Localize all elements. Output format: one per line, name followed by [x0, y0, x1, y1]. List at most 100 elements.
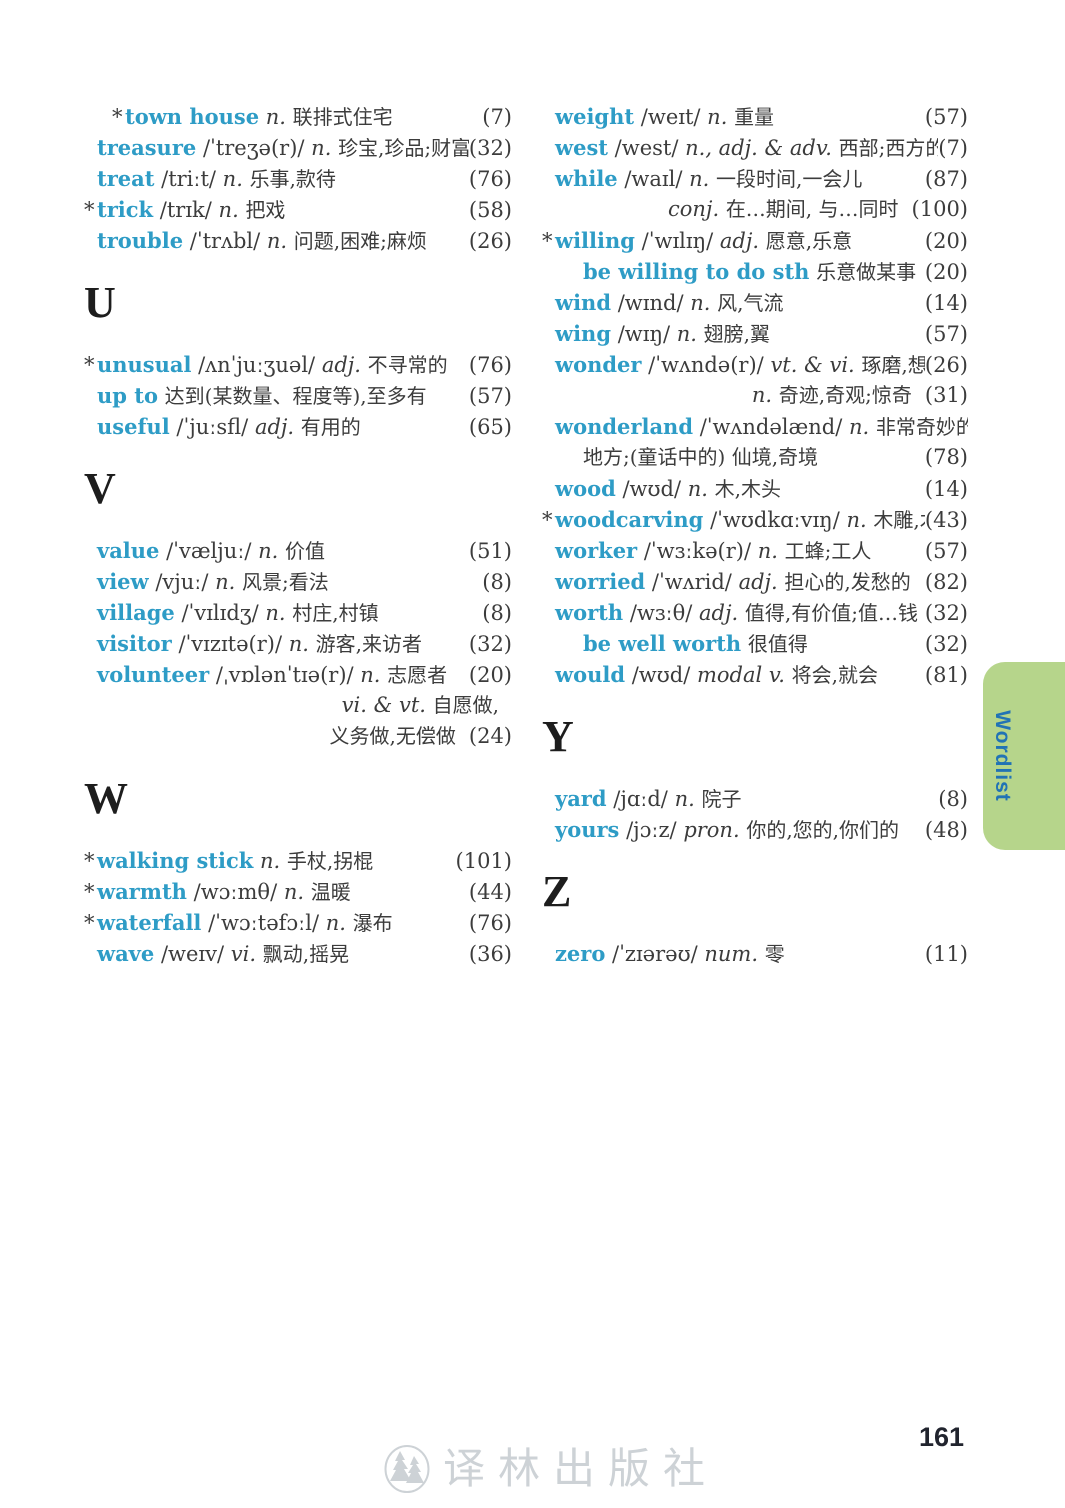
entry-text: * walking stick n. 手杖,拐棍	[84, 845, 456, 877]
entry-definition: 零	[764, 942, 785, 966]
entry-headword: wood	[555, 476, 616, 501]
entry-page-number: (32)	[924, 632, 968, 656]
entry-pos: n.	[265, 105, 286, 129]
entry-page-number: (8)	[938, 787, 968, 811]
entry-phonetic: /ˈwɜːkə(r)/	[643, 539, 752, 563]
entry-pos: adj.	[321, 353, 361, 377]
entry-pos: adj.	[254, 415, 295, 439]
entry-definition: 工蜂;工人	[784, 539, 872, 563]
wordlist-entry: worth /wɜːθ/ adj. 值得,有价值;值…钱 (32)	[542, 597, 968, 628]
section-letter: W	[84, 773, 128, 823]
entry-headword: be well worth	[583, 631, 742, 656]
wordlist-entry: * walking stick n. 手杖,拐棍 (101)	[84, 845, 512, 876]
entry-headword: walking stick	[97, 848, 254, 873]
entry-text: trouble /ˈtrʌbl/ n. 问题,困难;麻烦	[84, 225, 469, 257]
entry-headword: village	[97, 600, 175, 625]
entry-text: while /waɪl/ n. 一段时间,一会儿	[542, 163, 925, 195]
entry-definition: 温暖	[310, 880, 351, 904]
entry-text: * warmth /wɔːmθ/ n. 温暖	[84, 876, 469, 908]
entry-text: * waterfall /ˈwɔːtəfɔːl/ n. 瀑布	[84, 907, 469, 939]
section-letter: U	[84, 277, 116, 327]
entry-pos: n.	[288, 632, 309, 656]
entry-phonetic: /trɪk/	[159, 198, 212, 222]
entry-definition: 将会,就会	[791, 663, 878, 687]
entry-headword: be willing to do sth	[583, 259, 810, 284]
entry-headword: waterfall	[97, 910, 202, 935]
entry-page-number: (7)	[482, 105, 512, 129]
entry-text: * unusual /ʌnˈjuːʒuəl/ adj. 不寻常的	[84, 349, 469, 381]
entry-page-number: (32)	[924, 601, 968, 625]
entry-headword: worth	[555, 600, 624, 625]
wordlist-entry: up to 达到(某数量、程度等),至多有 (57)	[84, 380, 512, 411]
publisher-watermark: 译林出版社	[383, 1442, 718, 1496]
entry-definition: 义务做,无偿做	[329, 724, 456, 748]
wordlist-entry: n. 奇迹,奇观;惊奇 (31)	[542, 380, 968, 411]
wordlist-entry: treat /triːt/ n. 乐事,款待 (76)	[84, 163, 512, 194]
entry-page-number: (26)	[468, 229, 512, 253]
entry-text: worth /wɜːθ/ adj. 值得,有价值;值…钱	[542, 597, 925, 629]
entry-page-number: (7)	[938, 136, 968, 160]
entry-phonetic: /vjuː/	[155, 570, 209, 594]
wordlist-entry: value /ˈvæljuː/ n. 价值 (51)	[84, 535, 512, 566]
entry-page-number: (57)	[924, 105, 968, 129]
entry-headword: up to	[97, 383, 158, 408]
entry-headword: view	[97, 569, 149, 594]
entry-page-number: (76)	[468, 353, 512, 377]
entry-page-number: (44)	[468, 880, 512, 904]
entry-pos: n.	[751, 383, 773, 407]
wordlist-entry: wonderland /ˈwʌndəlænd/ n. 非常奇妙的	[542, 411, 968, 442]
entry-text: value /ˈvæljuː/ n. 价值	[84, 535, 469, 567]
entry-phonetic: /ˈwʌndəlænd/	[699, 415, 843, 439]
entry-definition: 很值得	[747, 632, 808, 656]
entry-page-number: (101)	[455, 849, 512, 873]
entry-definition: 瀑布	[352, 911, 393, 935]
wordlist-side-tab: Wordlist	[983, 662, 1065, 850]
entry-definition: 不寻常的	[367, 353, 448, 377]
entry-pos: n.	[360, 663, 381, 687]
entry-text: wind /wɪnd/ n. 风,气流	[542, 287, 925, 319]
asterisk-marker: *	[84, 353, 95, 377]
wordlist-entry: view /vjuː/ n. 风景;看法 (8)	[84, 566, 512, 597]
entry-phonetic: /ˈtrʌbl/	[189, 229, 261, 253]
entry-headword: wave	[97, 941, 155, 966]
entry-text: west /west/ n., adj. & adv. 西部;西方的;向西	[542, 132, 938, 164]
entry-page-number: (11)	[924, 942, 968, 966]
entry-phonetic: /ˌvɒlənˈtɪə(r)/	[215, 663, 354, 687]
entry-definition: 把戏	[245, 198, 286, 222]
wordlist-entry: conj. 在…期间, 与…同时 (100)	[542, 194, 968, 225]
entry-headword: weight	[555, 104, 635, 129]
wordlist-entry: worker /ˈwɜːkə(r)/ n. 工蜂;工人 (57)	[542, 535, 968, 566]
wordlist-entry: yard /jɑːd/ n. 院子 (8)	[542, 783, 968, 814]
entry-page-number: (36)	[468, 942, 512, 966]
entry-definition: 院子	[701, 787, 742, 811]
entry-headword: trouble	[97, 228, 184, 253]
entry-pos: n.	[283, 880, 305, 904]
entry-pos: adj.	[738, 570, 778, 594]
wordlist-entry: * willing /ˈwɪlɪŋ/ adj. 愿意,乐意 (20)	[542, 225, 968, 256]
entry-definition: 在…期间, 与…同时	[725, 197, 899, 221]
entry-phonetic: /jɑːd/	[613, 787, 668, 811]
wordlist-entry: while /waɪl/ n. 一段时间,一会儿 (87)	[542, 163, 968, 194]
entry-page-number: (24)	[468, 724, 512, 748]
entry-headword: zero	[555, 941, 606, 966]
entry-text: wonderland /ˈwʌndəlænd/ n. 非常奇妙的	[542, 411, 968, 443]
entry-phonetic: /wʊd/	[631, 663, 691, 687]
entry-pos: vi.	[230, 942, 257, 966]
entry-text: * trick /trɪk/ n. 把戏	[84, 194, 469, 226]
wordlist-entry: zero /ˈzɪərəʊ/ num. 零 (11)	[542, 938, 968, 969]
entry-phonetic: /wʊd/	[622, 477, 682, 501]
wordlist-entry: * unusual /ʌnˈjuːʒuəl/ adj. 不寻常的 (76)	[84, 349, 512, 380]
entry-text: village /ˈvɪlɪdʒ/ n. 村庄,村镇	[84, 597, 482, 629]
entry-headword: town house	[125, 104, 260, 129]
wordlist-column-right: weight /weɪt/ n. 重量 (57) west /west/ n., a…	[542, 101, 968, 969]
entry-text: n. 奇迹,奇观;惊奇	[542, 380, 925, 411]
entry-definition: 珍宝,珍品;财富	[338, 136, 469, 160]
wordlist-entry: 地方;(童话中的) 仙境,奇境 (78)	[542, 442, 968, 473]
entry-page-number: (32)	[468, 632, 512, 656]
entry-phonetic: /ˈwɪlɪŋ/	[641, 229, 714, 253]
entry-page-number: (57)	[924, 322, 968, 346]
entry-text: wonder /ˈwʌndə(r)/ vt. & vi. 琢磨,想知道	[542, 349, 925, 381]
section-header: Y	[542, 690, 968, 783]
entry-pos: num.	[704, 942, 758, 966]
